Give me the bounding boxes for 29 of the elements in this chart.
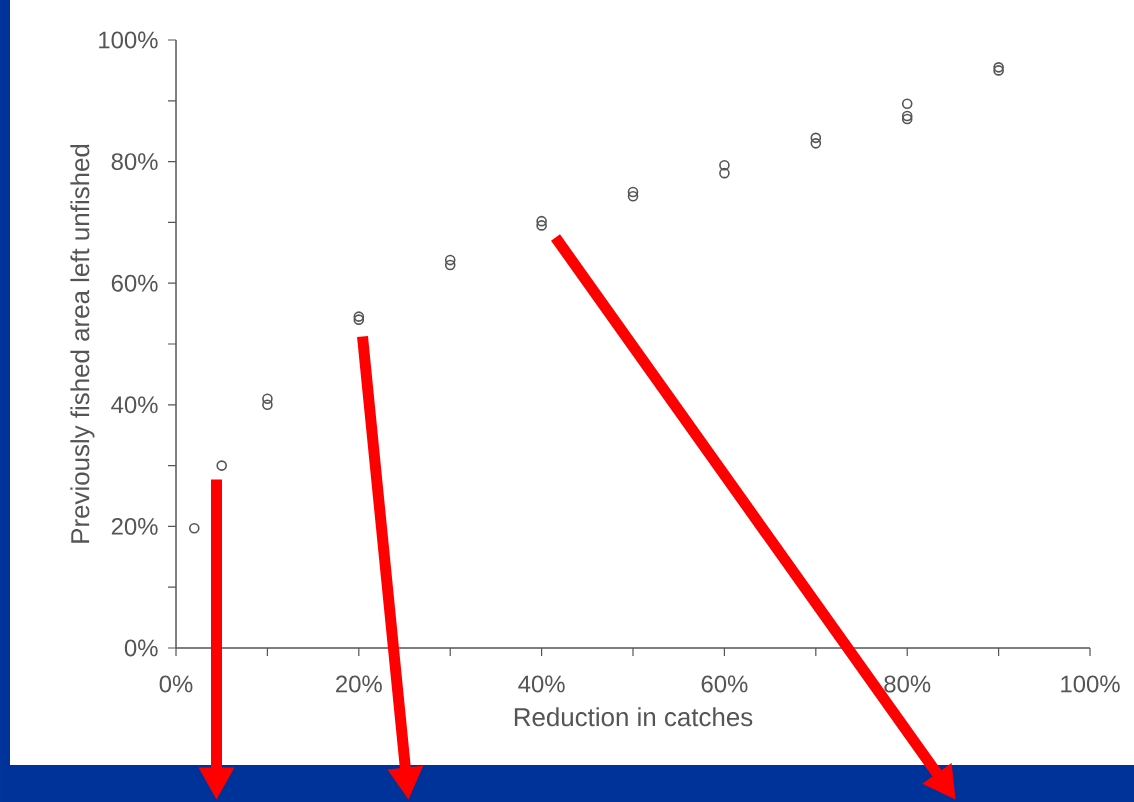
point: [810, 138, 822, 149]
point: [444, 254, 456, 266]
point: [262, 393, 273, 404]
x-tick-label: 40%: [518, 675, 565, 693]
y-tick-label: 0%: [124, 639, 158, 657]
y-tick-label: 60%: [111, 274, 158, 292]
y-tick-label: 80%: [111, 153, 158, 171]
x-tick-label: 60%: [701, 675, 748, 693]
x-tick-label: 100%: [1061, 675, 1120, 693]
point: [536, 215, 547, 227]
x-tick-label: 80%: [884, 675, 931, 693]
point: [719, 167, 730, 179]
point: [536, 220, 547, 231]
point: [901, 98, 913, 110]
point: [444, 259, 456, 271]
x-axis-title: Reduction in catches: [514, 707, 753, 727]
y-tick-label: 20%: [111, 517, 158, 535]
point: [188, 522, 200, 534]
point: [627, 190, 639, 202]
point: [810, 132, 822, 144]
y-tick-label: 100%: [99, 31, 158, 49]
y-axis-title: Previously fished area left unfished: [70, 144, 95, 543]
point: [719, 159, 730, 171]
point: [216, 460, 228, 471]
point: [627, 186, 639, 198]
point: [262, 399, 273, 411]
x-tick-label: 20%: [336, 675, 382, 693]
y-tick-label: 40%: [111, 396, 158, 414]
x-tick-label: 0%: [159, 675, 193, 693]
